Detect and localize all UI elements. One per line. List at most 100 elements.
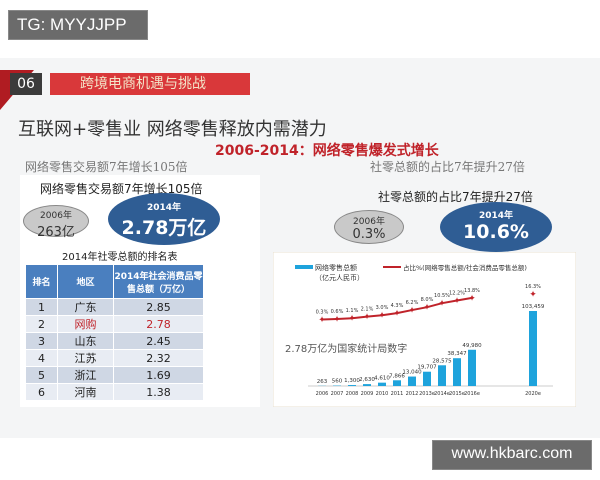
line-label: 12.2% [449, 290, 465, 296]
line-label: 8.0% [421, 297, 434, 303]
sales-cell: 2.78 [113, 315, 204, 333]
rank-cell: 1 [25, 298, 58, 316]
table-row: 3 山东 2.45 [25, 332, 204, 350]
sales-cell: 2.45 [113, 332, 204, 350]
line-point: ✦ [408, 306, 416, 316]
region-cell: 山东 [57, 332, 114, 350]
line-point: ✦ [423, 303, 431, 313]
section-title: 跨境电商机遇与挑战 [50, 73, 250, 95]
legend-bar-swatch [295, 265, 313, 269]
year-label: 2006年 [40, 211, 72, 221]
year-label: 2006年 [353, 217, 385, 227]
bar [363, 384, 371, 386]
bar [453, 358, 461, 386]
table-title: 2014年社零总额的排名表 [62, 252, 178, 263]
bar-label: 38,347 [447, 351, 467, 357]
table-row: 5 浙江 1.69 [25, 366, 204, 384]
line-point: ✦ [453, 296, 461, 306]
line-point: ✦ [529, 290, 537, 300]
bar-label: 2,630 [359, 377, 375, 383]
line-label: 2.1% [361, 307, 374, 313]
slide-title: 互联网+零售业 网络零售释放内需潜力 [18, 119, 327, 140]
line-point: ✦ [363, 313, 371, 323]
line-point: ✦ [318, 316, 326, 326]
section-number: 06 [10, 73, 42, 95]
bar-label: 103,459 [522, 304, 545, 310]
header-rank: 排名 [25, 264, 58, 299]
line-label: 6.2% [406, 300, 419, 306]
ranking-table: 排名 地区 2014年社会消费品零售总额（万亿） 1 广东 2.85 2 网购 2.78 3 山东… [25, 264, 204, 401]
table-row: 6 河南 1.38 [25, 383, 204, 401]
bar-label: 19,707 [417, 365, 437, 371]
value-label: 0.3% [352, 227, 386, 242]
slide-subtitle: 2006-2014：网络零售爆发式增长 [215, 143, 439, 159]
x-tick-label: 2010 [376, 391, 389, 397]
rank-cell: 6 [25, 383, 58, 401]
value-label: 2.78万亿 [121, 217, 207, 239]
header-region: 地区 [57, 264, 114, 299]
x-tick-label: 2016e [464, 391, 480, 397]
line-point: ✦ [348, 314, 356, 324]
rank-cell: 5 [25, 366, 58, 384]
x-tick-label: 2011 [391, 391, 404, 397]
x-tick-label: 2012 [406, 391, 419, 397]
left-caption: 网络零售交易额7年增长105倍 [25, 160, 188, 174]
line-point: ✦ [468, 294, 476, 304]
chart-note: 2.78万亿为国家统计局数字 [285, 342, 407, 355]
bar [378, 382, 386, 386]
bar [423, 371, 431, 386]
region-cell: 江苏 [57, 349, 114, 367]
x-tick-label: 2020e [525, 391, 541, 397]
bar-label: 28,575 [432, 358, 452, 364]
line-label: 0.6% [331, 309, 344, 315]
sales-cell: 1.38 [113, 383, 204, 401]
region-cell: 浙江 [57, 366, 114, 384]
value-label: 263亿 [37, 225, 75, 240]
watermark-top: TG: MYYJJPP [8, 10, 148, 40]
left-inner-caption: 网络零售交易额7年增长105倍 [40, 182, 203, 196]
table-row: 1 广东 2.85 [25, 298, 204, 316]
bar [408, 376, 416, 386]
bar-label: 1,300 [344, 378, 360, 384]
line-label: 4.3% [391, 303, 404, 309]
ellipse-2014-volume: 2014年 2.78万亿 [108, 193, 220, 245]
bar-label: 49,980 [462, 343, 482, 349]
ellipse-2014-share: 2014年 10.6% [440, 202, 552, 252]
line-point: ✦ [333, 315, 341, 325]
line-label: 3.0% [376, 305, 389, 311]
rank-cell: 3 [25, 332, 58, 350]
x-tick-label: 2008 [346, 391, 359, 397]
region-cell: 网购 [57, 315, 114, 333]
watermark-bottom: www.hkbarc.com [432, 440, 592, 470]
rank-cell: 4 [25, 349, 58, 367]
bar [393, 380, 401, 386]
bar-label: 13,040 [402, 370, 422, 376]
year-label: 2014年 [146, 203, 182, 213]
year-label: 2014年 [478, 211, 514, 221]
ellipse-2006-volume: 2006年 263亿 [23, 205, 89, 240]
bar-label: 263 [317, 379, 328, 385]
table-row: 2 网购 2.78 [25, 315, 204, 333]
value-label: 10.6% [463, 221, 529, 243]
x-tick-label: 2013e [419, 391, 435, 397]
x-tick-label: 2007 [331, 391, 344, 397]
line-label: 1.1% [346, 308, 359, 314]
sales-cell: 1.69 [113, 366, 204, 384]
line-point: ✦ [438, 299, 446, 309]
region-cell: 广东 [57, 298, 114, 316]
legend-bar-label: 网络零售总额 [315, 263, 357, 272]
bar [529, 311, 537, 386]
line-label: 10.5% [434, 293, 450, 299]
sales-cell: 2.85 [113, 298, 204, 316]
bar-label: 4,610 [374, 376, 390, 382]
bar-label: 7,866 [389, 373, 405, 379]
share-line [321, 296, 473, 321]
growth-chart: 网络零售总额 （亿元人民币） 占比%(网络零售总额/社会消费品零售总额) 2.7… [273, 252, 576, 407]
ellipse-2006-share: 2006年 0.3% [334, 210, 404, 244]
header-sales: 2014年社会消费品零售总额（万亿） [113, 264, 204, 299]
line-point: ✦ [378, 311, 386, 321]
bar [348, 385, 356, 386]
table-row: 4 江苏 2.32 [25, 349, 204, 367]
region-cell: 河南 [57, 383, 114, 401]
x-tick-label: 2015e [449, 391, 465, 397]
